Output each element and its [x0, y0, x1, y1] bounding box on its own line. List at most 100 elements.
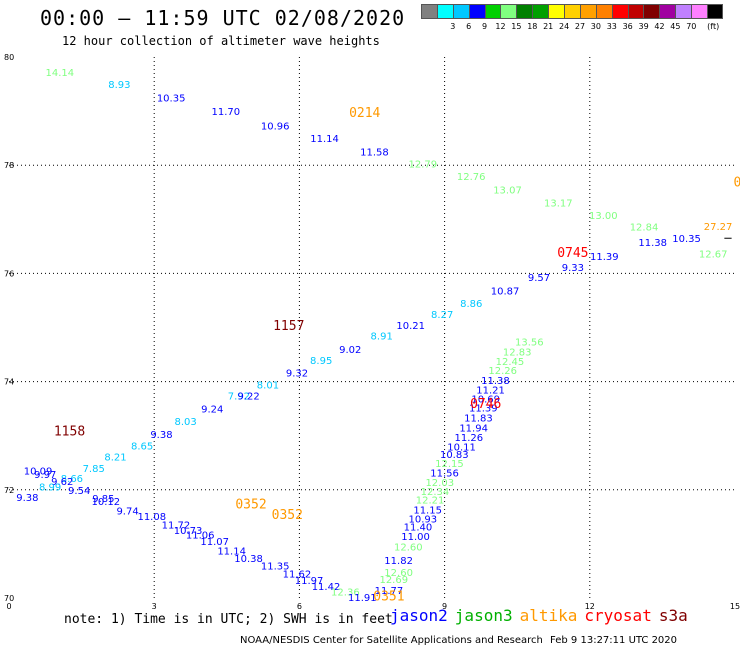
color-legend: 3 6 9 12 15 18 21 24 27 30 33 36 39 42 45 70 (ft) — [421, 4, 723, 33]
track-time-label: 1157 — [273, 319, 304, 334]
swh-point-label: 11.94 — [459, 424, 488, 435]
swh-point-label: 11.14 — [310, 134, 339, 145]
track-time-label: 0746 — [470, 397, 501, 412]
legend-tick-label: 30 — [590, 22, 601, 31]
legend-unit: (ft) — [707, 22, 720, 31]
legend-swatch — [468, 4, 485, 19]
swh-point-label: 12.60 — [384, 568, 413, 579]
credit-org: NOAA/NESDIS Center for Satellite Applica… — [240, 635, 543, 646]
swh-point-label: 11.56 — [430, 468, 459, 479]
swh-point-label: 14.14 — [45, 68, 74, 79]
swh-point-label: 10.83 — [440, 450, 469, 461]
legend-swatch — [675, 4, 692, 19]
swh-point-label: 12.79 — [408, 160, 437, 171]
legend-swatch — [532, 4, 549, 19]
track-time-label: 1158 — [54, 424, 85, 439]
swh-point-label: 9.54 — [68, 486, 90, 497]
swh-point-label: 9.74 — [116, 506, 138, 517]
swh-point-label: 9.24 — [201, 405, 223, 416]
legend-swatch — [627, 4, 644, 19]
swh-point-label: 8.95 — [310, 356, 332, 367]
legend-swatch — [707, 4, 723, 19]
swh-point-label: 11.39 — [469, 404, 498, 415]
swh-point-label: 11.15 — [413, 505, 442, 516]
swh-point-label: 12.21 — [416, 496, 445, 507]
legend-tick-label: 6 — [466, 22, 472, 31]
credit-line: NOAA/NESDIS Center for Satellite Applica… — [240, 635, 681, 646]
swh-point-label: 11.40 — [404, 523, 433, 534]
swh-point-label: 9.22 — [237, 392, 259, 403]
swh-point-label: 11.35 — [261, 562, 290, 573]
swh-point-label: 11.00 — [401, 532, 430, 543]
track-time-label: 0745 — [557, 246, 588, 261]
swh-point-label: 9.38 — [150, 430, 172, 441]
x-tick-label: 0 — [6, 602, 11, 611]
swh-point-label: 10.09 — [24, 466, 53, 477]
swh-point-label: 11.14 — [217, 546, 246, 557]
swh-point-label: 11.38 — [638, 238, 667, 249]
track-labels: 0214 1157 1158 0745 0746 0352 0352 0351 0 — [54, 106, 740, 604]
swh-point-label: 11.83 — [464, 413, 493, 424]
swh-point-label: 11.06 — [186, 531, 215, 542]
swh-point-label: 8.01 — [257, 380, 279, 391]
swh-point-label: 10.11 — [447, 443, 476, 454]
legend-swatch — [484, 4, 501, 19]
y-tick-label: 76 — [4, 269, 14, 278]
legend-swatch — [611, 4, 628, 19]
swh-point-label: 11.70 — [212, 107, 241, 118]
legend-tick-label: 33 — [606, 22, 617, 31]
y-tick-label: 80 — [4, 53, 14, 62]
legend-labels: 3 6 9 12 15 18 21 24 27 30 33 36 39 42 45 70 (ft) — [421, 19, 723, 33]
swh-point-label: 11.77 — [375, 586, 404, 597]
swh-point-label: 10.96 — [261, 122, 290, 133]
legend-swatch — [436, 4, 453, 19]
swh-point-label: 11.72 — [162, 520, 191, 531]
swh-point-label: 8.66 — [61, 474, 83, 485]
swh-point-label: 9.02 — [339, 345, 361, 356]
legend-swatch — [659, 4, 676, 19]
x-tick-label: 15 — [730, 602, 740, 611]
swh-point-label: 10.35 — [672, 234, 701, 245]
track-time-label: 0 — [734, 175, 740, 190]
swh-point-label: 10.93 — [408, 514, 437, 525]
swh-point-label: 13.17 — [544, 199, 573, 210]
swh-point-label: 11.42 — [312, 582, 341, 593]
swh-point-label: 13.07 — [493, 186, 522, 197]
satellite-legend-item: jason3 — [454, 606, 513, 625]
footnote: note: 1) Time is in UTC; 2) SWH is in fe… — [64, 612, 393, 627]
track-time-label: 0352 — [235, 497, 266, 512]
track-time-label: 0351 — [373, 589, 404, 604]
swh-point-label: 8.27 — [431, 310, 453, 321]
swh-point-label: 11.26 — [454, 433, 483, 444]
swh-point-label: 11.58 — [360, 148, 389, 159]
swh-point-label: 12.36 — [331, 588, 360, 599]
swh-point-label: 7.92 — [228, 392, 250, 403]
data-points: 14.14 8.93 10.35 11.70 10.96 11.14 11.58 12.79 1… — [16, 68, 732, 604]
legend-tick-label: 70 — [686, 22, 697, 31]
swh-point-label: 11.07 — [200, 537, 229, 548]
swh-point-label: 10.21 — [396, 321, 425, 332]
axis-ticks: 0 3 6 9 12 15 70 72 74 76 78 80 — [4, 53, 740, 611]
swh-point-label: 9.57 — [528, 273, 550, 284]
swh-point-label: 9.38 — [16, 493, 38, 504]
grid — [9, 57, 735, 598]
legend-swatches — [421, 4, 723, 19]
x-tick-label: 3 — [152, 602, 157, 611]
legend-swatch — [421, 4, 437, 19]
swh-point-label: 27.27 — [704, 222, 733, 233]
page-subtitle: 12 hour collection of altimeter wave hei… — [62, 34, 380, 48]
legend-swatch — [500, 4, 517, 19]
swh-point-label: 10.38 — [234, 554, 263, 565]
y-tick-label: 72 — [4, 486, 14, 495]
swh-point-label: 12.26 — [488, 366, 517, 377]
x-tick-label: 9 — [442, 602, 447, 611]
legend-swatch — [516, 4, 533, 19]
legend-tick-label: 9 — [482, 22, 488, 31]
satellite-legend-item: cryosat — [584, 606, 652, 625]
swh-point-label: 8.99 — [39, 483, 61, 494]
legend-tick-label: 15 — [511, 22, 522, 31]
legend-tick-label: 39 — [638, 22, 649, 31]
swh-point-label: 11.97 — [295, 576, 324, 587]
satellite-legend: jason2 jason3 altika cryosat s3a — [390, 606, 695, 625]
